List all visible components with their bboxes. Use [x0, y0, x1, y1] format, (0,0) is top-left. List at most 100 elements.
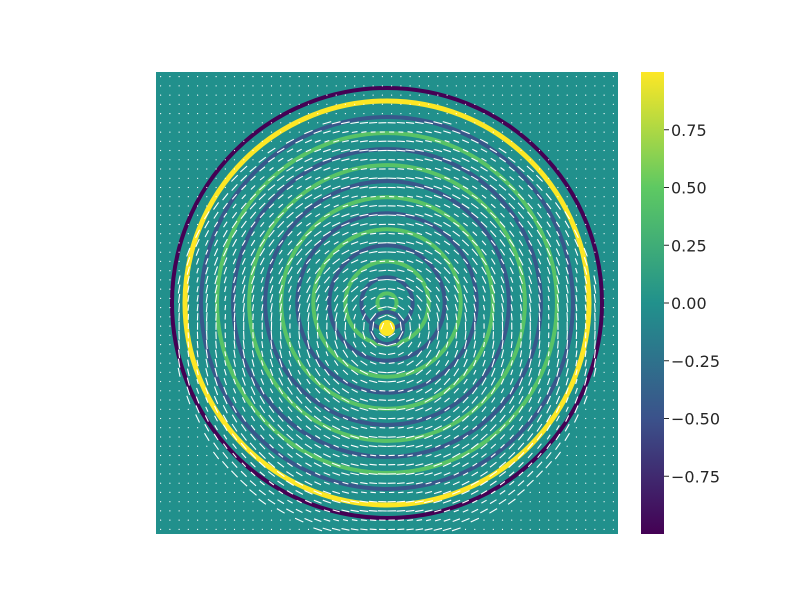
quiver-arrow [250, 433, 257, 441]
quiver-arrow [214, 358, 218, 368]
quiver-arrow [480, 471, 488, 477]
quiver-arrow [452, 148, 460, 153]
quiver-arrow [369, 168, 377, 170]
quiver-arrow [241, 194, 247, 200]
quiver-arrow [342, 481, 349, 485]
quiver-arrow [453, 435, 459, 439]
quiver-arrow [546, 221, 551, 228]
quiver-arrow [241, 230, 247, 238]
quiver-dot [501, 510, 504, 512]
quiver-dot [548, 131, 550, 133]
quiver-arrow [242, 284, 246, 294]
quiver-dot [233, 519, 236, 521]
quiver-dot [594, 149, 596, 152]
quiver-arrow [463, 349, 468, 359]
quiver-arrow [529, 340, 532, 350]
quiver-dot [409, 85, 411, 87]
quiver-arrow [360, 204, 368, 208]
quiver-arrow [583, 395, 588, 405]
quiver-arrow [471, 257, 478, 266]
quiver-arrow [546, 257, 551, 266]
quiver-dot [187, 205, 189, 207]
quiver-arrow [251, 368, 255, 377]
quiver-arrow [276, 470, 285, 478]
quiver-arrow [223, 266, 228, 275]
quiver-arrow [565, 258, 569, 265]
quiver-arrow [396, 204, 405, 207]
quiver-dot [160, 390, 162, 392]
quiver-dot [612, 445, 615, 447]
quiver-dot [215, 168, 217, 170]
quiver-arrow [360, 195, 367, 198]
quiver-arrow [417, 314, 421, 320]
quiver-dot [224, 85, 226, 87]
quiver-arrow [526, 174, 534, 182]
quiver-dot [317, 103, 319, 105]
quiver-dot [529, 76, 531, 78]
quiver-arrow [379, 297, 386, 300]
quiver-dot [548, 113, 550, 115]
colorbar: 0.750.500.250.00−0.25−0.50−0.75 [641, 72, 720, 534]
quiver-arrow [313, 415, 322, 422]
quiver-dot [575, 149, 578, 152]
quiver-arrow [583, 257, 588, 266]
quiver-dot [585, 242, 587, 244]
quiver-dot [160, 482, 162, 484]
quiver-arrow [270, 340, 273, 350]
quiver-arrow [178, 349, 181, 359]
quiver-arrow [277, 480, 285, 486]
quiver-dot [363, 76, 365, 78]
quiver-arrow [232, 203, 237, 209]
quiver-dot [557, 177, 559, 179]
quiver-dot [557, 76, 559, 78]
quiver-dot [178, 528, 180, 531]
quiver-dot [307, 122, 310, 124]
quiver-arrow [332, 397, 340, 403]
quiver-arrow [288, 285, 292, 293]
quiver-arrow [360, 379, 368, 384]
quiver-arrow [473, 340, 477, 349]
quiver-dot [557, 140, 559, 142]
quiver-arrow [500, 368, 505, 376]
quiver-arrow [443, 148, 452, 153]
quiver-dot [548, 501, 550, 503]
quiver-arrow [268, 405, 275, 414]
quiver-dot [354, 103, 356, 105]
quiver-dot [575, 501, 578, 503]
quiver-arrow [333, 350, 339, 358]
quiver-dot [187, 177, 189, 179]
quiver-arrow [251, 304, 255, 311]
field-ring [215, 131, 559, 475]
quiver-dot [206, 149, 208, 152]
quiver-arrow [490, 443, 497, 449]
quiver-arrow [278, 266, 284, 275]
quiver-dot [538, 149, 541, 152]
quiver-dot [169, 380, 171, 383]
quiver-arrow [370, 491, 376, 494]
quiver-arrow [306, 378, 311, 385]
quiver-arrow [501, 330, 504, 340]
quiver-dot [187, 464, 189, 466]
quiver-arrow [368, 177, 378, 180]
quiver-arrow [304, 405, 313, 413]
quiver-arrow [489, 470, 498, 478]
quiver-dot [538, 131, 541, 133]
quiver-dot [594, 482, 596, 484]
quiver-arrow [242, 293, 246, 303]
quiver-arrow [287, 416, 293, 421]
quiver-arrow [213, 257, 219, 266]
quiver-dot [391, 113, 393, 115]
quiver-arrow [463, 276, 468, 284]
quiver-dot [464, 85, 467, 87]
quiver-arrow [443, 204, 451, 208]
quiver-arrow [359, 500, 369, 503]
quiver-arrow [297, 286, 301, 293]
quiver-arrow [397, 528, 405, 531]
quiver-arrow [350, 435, 360, 439]
quiver-arrow [470, 166, 479, 172]
quiver-arrow [414, 435, 424, 439]
quiver-arrow [222, 451, 229, 460]
quiver-arrow [462, 148, 469, 153]
quiver-arrow [461, 443, 470, 450]
quiver-arrow [528, 249, 532, 255]
